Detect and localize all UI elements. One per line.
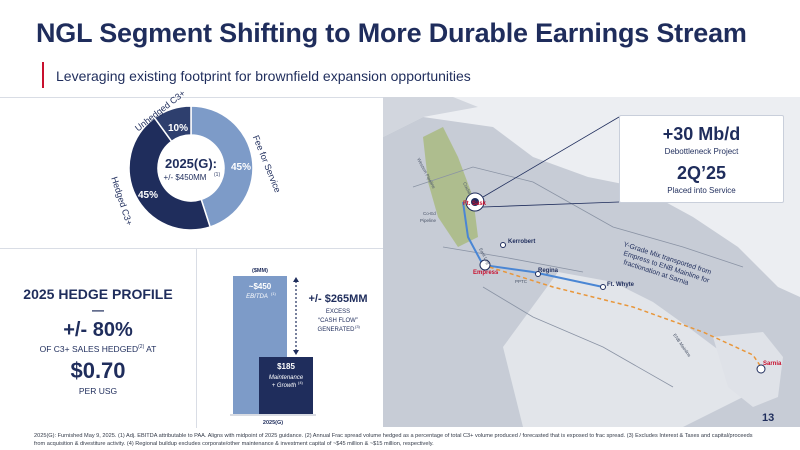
- bar-maintenance-label-2: + Growth: [272, 383, 297, 389]
- excess-arrow-up-icon: [293, 277, 299, 282]
- divider-middle: [0, 248, 383, 249]
- subtitle-accent-bar: [42, 62, 44, 88]
- map-other-lines: [412, 166, 744, 388]
- callout-capacity-value: +30 Mb/d: [662, 124, 741, 144]
- page-number: 13: [762, 412, 775, 424]
- donut-center-sub: +/- $450MM: [164, 173, 207, 182]
- map-label-cochin: Cochin: [462, 181, 473, 196]
- map-sarnia-marker: [756, 364, 766, 374]
- map-land-north: [383, 97, 478, 137]
- donut-pct-hedged: 45%: [138, 190, 158, 201]
- map-label-kerrobert: Kerrobert: [508, 239, 535, 245]
- hedge-profile-title: 2025 HEDGE PROFILE: [23, 286, 173, 302]
- map-label-ft-sask: Ft. Sask: [463, 201, 487, 207]
- map-ft-sask-icon: [471, 198, 479, 206]
- map-ft-whyte-marker: [600, 284, 606, 290]
- hedge-profile-dash: —: [92, 303, 104, 317]
- hedge-percentage-caption: OF C3+ SALES HEDGED(2) AT: [39, 344, 157, 354]
- donut-pct-fee: 45%: [231, 162, 251, 173]
- map-label-sarnia: Sarnia: [763, 361, 782, 367]
- hedge-percentage: +/- 80%: [63, 319, 133, 341]
- map-regina-marker: [535, 271, 541, 277]
- callout-date-value: 2Q’25: [676, 163, 727, 183]
- page-title: NGL Segment Shifting to More Durable Ear…: [36, 18, 747, 48]
- donut-center-title: 2025(G):: [165, 156, 217, 171]
- footnote: 2025(G): Furnished May 9, 2025. (1) Adj.…: [34, 433, 753, 447]
- callout-capacity-label: Debottleneck Project: [664, 147, 739, 156]
- callout-date-label: Placed into Service: [667, 186, 736, 195]
- donut-pct-unhedged: 10%: [168, 123, 188, 134]
- excess-label-3: GENERATED: [318, 327, 356, 333]
- excess-label-2: “CASH FLOW”: [318, 318, 358, 324]
- map-label-co-ed: Co-Ed: [423, 211, 436, 216]
- map-label-regina: Regina: [538, 268, 559, 274]
- donut-center-footnote-ref: (1): [214, 172, 220, 178]
- map-callout-leader-2: [482, 201, 620, 208]
- cash-flow-bar-chart: ($MM) ~$450 EBITDA (1) $185 Maintenance …: [230, 268, 368, 426]
- excess-cash-flow-value: +/- $265MM: [309, 293, 368, 305]
- bar-ebitda-label: EBITDA: [246, 294, 268, 300]
- excess-arrow-down-icon: [293, 350, 299, 355]
- divider-top: [0, 97, 383, 98]
- map-great-lakes: [713, 332, 783, 407]
- map-kerrobert-marker: [500, 242, 506, 248]
- debottleneck-callout: +30 Mb/d Debottleneck Project 2Q’25 Plac…: [619, 115, 784, 203]
- map-empress-marker: [479, 259, 491, 271]
- donut-label-fee: Fee for Service: [251, 134, 283, 194]
- earnings-mix-donut: 2025(G): +/- $450MM (1) 45% 45% 10% Fee …: [109, 90, 283, 231]
- hedge-profile: 2025 HEDGE PROFILE — +/- 80% OF C3+ SALE…: [0, 286, 196, 396]
- excess-footnote-ref: (3): [355, 324, 361, 329]
- divider-bottom: [196, 248, 197, 428]
- map-land-us: [503, 272, 743, 427]
- bar-maintenance-value: $185: [277, 362, 295, 371]
- map-label-pptc: PPTC: [515, 279, 528, 284]
- map-label-ft-whyte: Ft. Whyte: [607, 282, 635, 288]
- donut-hole: [158, 135, 224, 201]
- bar-ebitda-footnote-ref: (1): [271, 291, 277, 296]
- map-label-empress: Empress: [473, 270, 499, 276]
- map-ygrade-route: [482, 264, 762, 368]
- hedge-price-unit: PER USG: [78, 386, 118, 396]
- map-label-pipeline: Pipeline: [420, 218, 437, 223]
- bar-ebitda-value: ~$450: [249, 282, 272, 291]
- bar-maintenance-label-1: Maintenance: [269, 375, 304, 381]
- bar-chart-x-label: 2025(G): [263, 420, 283, 426]
- hedge-price: $0.70: [70, 358, 126, 383]
- bar-chart-unit-label: ($MM): [252, 268, 268, 274]
- bar-maintenance-footnote-ref: (4): [298, 380, 304, 385]
- bar-maintenance-growth: [259, 357, 313, 414]
- map-callout-leader-1: [482, 116, 620, 198]
- page-subtitle: Leveraging existing footprint for brownf…: [56, 68, 471, 84]
- excess-label-1: EXCESS: [326, 309, 350, 315]
